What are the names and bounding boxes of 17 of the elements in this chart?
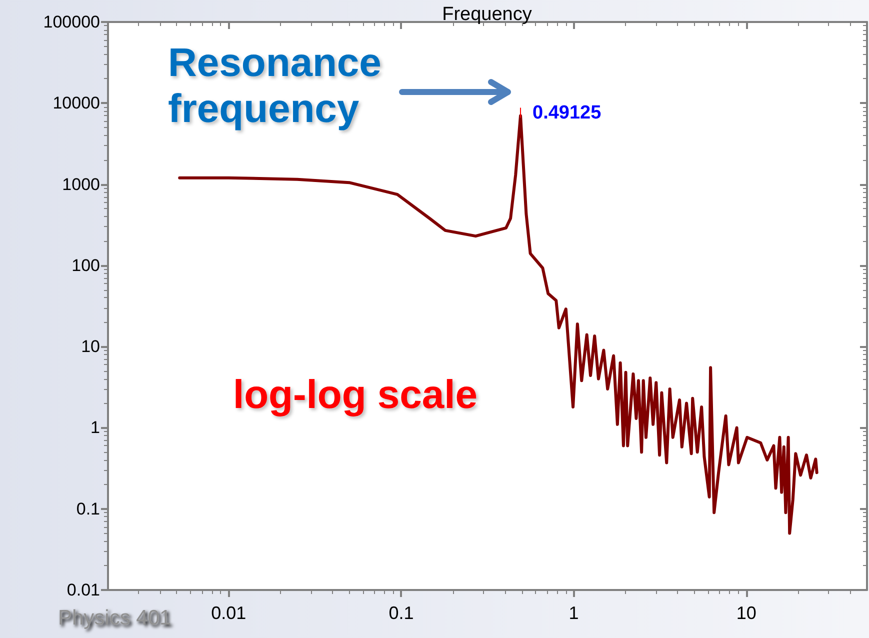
chart-title: Frequency bbox=[442, 4, 532, 25]
x-tick-label: 1 bbox=[568, 603, 579, 623]
y-tick-label: 0.01 bbox=[66, 580, 100, 600]
y-tick-label: 10 bbox=[81, 337, 100, 356]
y-tick-label: 0.1 bbox=[76, 499, 100, 518]
x-tick-label: 0.1 bbox=[388, 603, 414, 623]
annotation: Resonance frequency bbox=[168, 41, 393, 131]
text: Physics 401 bbox=[58, 606, 172, 630]
y-tick-label: 100000 bbox=[43, 12, 100, 32]
y-tick-label: 100 bbox=[72, 256, 100, 275]
y-tick-label: 1 bbox=[90, 418, 100, 438]
x-tick-label: 0.01 bbox=[211, 603, 246, 623]
annotation: 0.49125 bbox=[532, 102, 602, 124]
y-tick-label: 1000 bbox=[62, 174, 100, 194]
annotation: log-log scale bbox=[233, 373, 478, 417]
y-tick-label: 10000 bbox=[52, 94, 100, 113]
x-tick-label: 10 bbox=[736, 603, 756, 623]
